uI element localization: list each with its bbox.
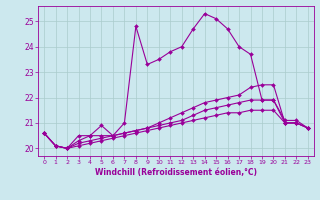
X-axis label: Windchill (Refroidissement éolien,°C): Windchill (Refroidissement éolien,°C) (95, 168, 257, 177)
